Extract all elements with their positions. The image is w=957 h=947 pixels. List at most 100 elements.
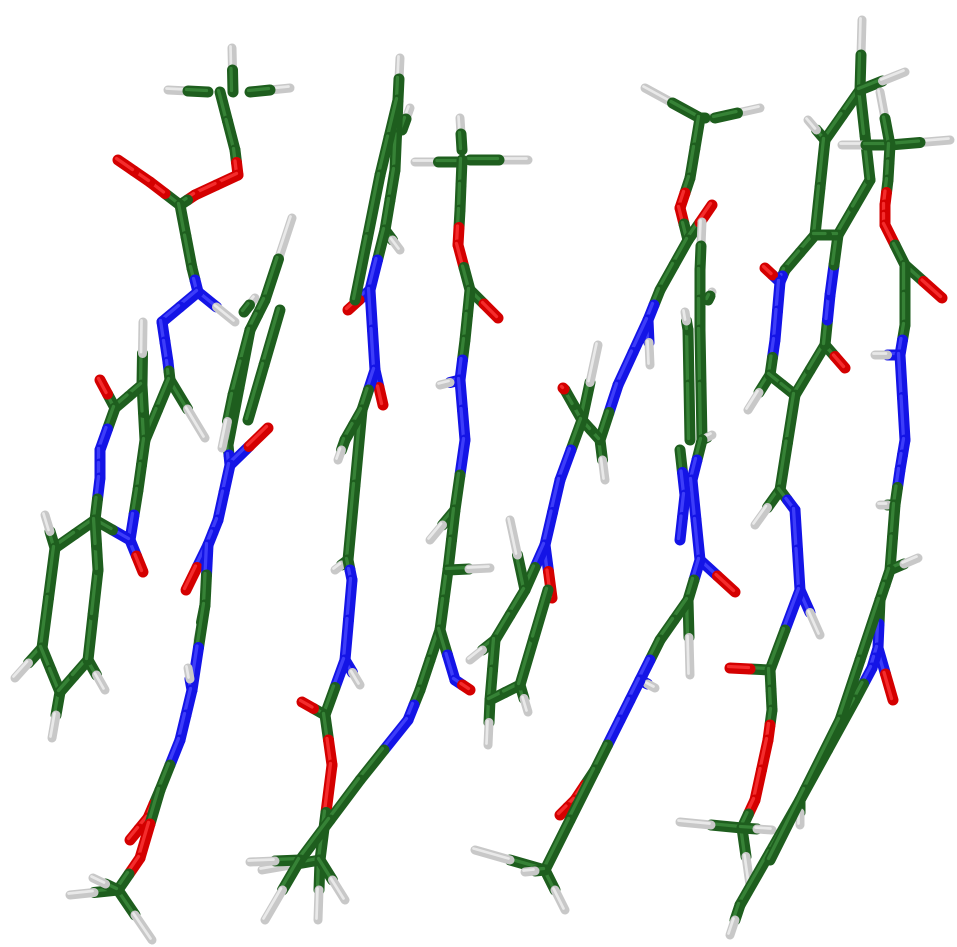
bond-mol-3-16-b-highlight: [298, 698, 314, 709]
bond-mol-5-10-a-highlight: [629, 316, 649, 353]
bond-mol-2-9-a-highlight: [203, 541, 209, 576]
bond-mol-8-7-b-highlight: [920, 278, 943, 299]
bond-mol-2-6-b-highlight: [214, 489, 225, 521]
bond-mol-7-7-a-highlight: [774, 278, 781, 312]
bond-mol-4-20-a: [277, 854, 306, 896]
bond-mol-4-20-b-highlight: [262, 887, 283, 920]
bond-mol-1-35-b-highlight: [93, 672, 105, 690]
bond-mol-5-2-b: [709, 107, 743, 124]
bond-mol-5-11-a-highlight: [605, 381, 619, 413]
bond-mol-3-19-b: [313, 885, 324, 925]
bond-mol-7-7-b-highlight: [771, 307, 778, 341]
bond-mol-1-31-b: [10, 658, 33, 683]
bond-mol-2-23-b-highlight: [219, 418, 228, 448]
bond-mol-3-23-b: [333, 445, 346, 465]
bond-mol-6-9-b-highlight: [686, 634, 690, 675]
bond-mol-3-13-b-highlight: [341, 616, 349, 661]
bond-mol-4-17-a-highlight: [380, 716, 409, 751]
bond-mol-2-11-a: [193, 599, 211, 653]
bond-mol-8-6-a-highlight: [881, 221, 896, 246]
bond-mol-5-10-b-highlight: [614, 349, 634, 386]
bond-mol-7-32-b-highlight: [754, 826, 772, 830]
bond-mol-2-21-b-highlight: [90, 875, 106, 884]
bond-mol-8-15-b-highlight: [886, 534, 893, 571]
bond-mol-7-12-b-highlight: [831, 353, 846, 369]
bond-mol-7-24-a-highlight: [781, 586, 801, 631]
bond-mol-7-24-b: [764, 624, 791, 676]
bond-mol-1-26-b-highlight: [133, 552, 144, 573]
bond-mol-1-33-b: [47, 710, 61, 743]
bond-mol-5-21-b-highlight: [507, 517, 518, 555]
bond-mol-2-0-b: [259, 253, 284, 306]
bond-mol-4-9-b: [435, 378, 455, 390]
bond-mol-2-12-b-highlight: [185, 665, 190, 679]
bond-mol-3-24-a-highlight: [385, 96, 399, 138]
bond-mol-4-7-b-highlight: [461, 311, 468, 341]
bond-mol-6-1-b-highlight: [704, 292, 711, 301]
bond-mol-1-9-b-highlight: [182, 233, 193, 269]
bond-mol-3-2-b-highlight: [391, 131, 397, 171]
bond-mol-1-33-b-highlight: [49, 712, 56, 738]
bond-mol-5-0-b-highlight: [669, 99, 701, 119]
bond-mol-8-18-b-highlight: [874, 620, 880, 649]
bond-mol-2-24-a: [258, 304, 286, 371]
bond-mol-1-2-b-highlight: [246, 86, 271, 93]
bond-mol-7-30-b-highlight: [677, 819, 711, 825]
bond-mol-2-5-b: [243, 422, 274, 452]
bond-mol-3-18-a: [320, 759, 338, 818]
bond-mol-3-23-b-highlight: [335, 447, 342, 460]
bond-mol-8-27-a: [799, 714, 846, 796]
bond-mol-7-3-b-highlight: [811, 184, 821, 236]
bond-mol-7-23-b-highlight: [807, 609, 820, 635]
bond-mol-1-36-b-highlight: [89, 566, 99, 616]
bond-mol-4-11-a-highlight: [456, 436, 466, 476]
bond-mol-6-14-a-highlight: [604, 716, 621, 746]
bond-mol-6-4-b-highlight: [704, 432, 712, 438]
bond-mol-4-18-b: [294, 814, 336, 866]
molecule-mol-6: [470, 217, 741, 915]
bond-mol-6-16-b: [554, 802, 573, 821]
bond-mol-4-21-a-highlight: [436, 626, 448, 656]
bond-mol-4-19-b-highlight: [247, 858, 275, 862]
bond-mol-6-18-b-highlight: [472, 847, 510, 860]
bond-mol-6-17-a-highlight: [566, 766, 596, 821]
bond-mol-6-23-b-highlight: [679, 469, 686, 496]
bond-mol-8-25-b-highlight: [727, 917, 735, 935]
bond-mol-3-10-b-highlight: [344, 481, 356, 561]
bond-mol-8-2-b-highlight: [881, 115, 891, 146]
bond-mol-7-17-b: [878, 67, 910, 86]
bond-mol-7-24-b-highlight: [766, 626, 786, 671]
bond-mol-8-26-b-highlight: [836, 656, 861, 721]
bond-mol-6-21-b-highlight: [685, 381, 691, 441]
bond-mol-4-18-a-highlight: [326, 776, 361, 821]
bond-mol-5-27-b-highlight: [521, 695, 528, 712]
bond-mol-4-18-a: [324, 774, 366, 826]
molecule-mol-8: [725, 87, 955, 940]
bond-mol-8-27-b: [764, 784, 811, 866]
molecule-mol-7: [675, 15, 910, 890]
bond-mol-5-3-a-highlight: [691, 114, 701, 149]
molecule-mol-4: [245, 113, 533, 925]
bond-mol-5-18-b: [539, 507, 558, 551]
bond-mol-1-30-a-highlight: [45, 544, 56, 599]
bond-mol-6-17-b: [539, 814, 576, 876]
bond-mol-7-9-b: [743, 388, 764, 415]
bond-mol-4-23-b: [464, 563, 495, 574]
bond-mol-5-14-b: [585, 340, 603, 387]
bond-mol-4-20-b: [260, 885, 287, 925]
bond-mol-3-1-b: [396, 113, 412, 136]
bond-mol-3-25-b: [349, 232, 373, 306]
bond-mol-8-16-b-highlight: [901, 555, 918, 564]
bond-mol-7-6-b-highlight: [761, 264, 773, 276]
bond-mol-2-24-a-highlight: [260, 306, 281, 366]
bond-mol-2-0-a: [274, 213, 297, 264]
bond-mol-4-17-a: [378, 714, 414, 756]
bond-mol-3-11-b: [330, 560, 346, 575]
bond-mol-4-5-b-highlight: [460, 264, 471, 291]
molecule-mol-3: [257, 53, 415, 925]
bond-mol-2-23-a: [222, 389, 239, 427]
bond-mol-4-22-b-highlight: [459, 681, 471, 691]
bond-mol-6-24-b-highlight: [676, 514, 683, 541]
bond-mol-7-24-a: [779, 584, 806, 636]
bond-mol-2-17-a-highlight: [146, 786, 161, 825]
